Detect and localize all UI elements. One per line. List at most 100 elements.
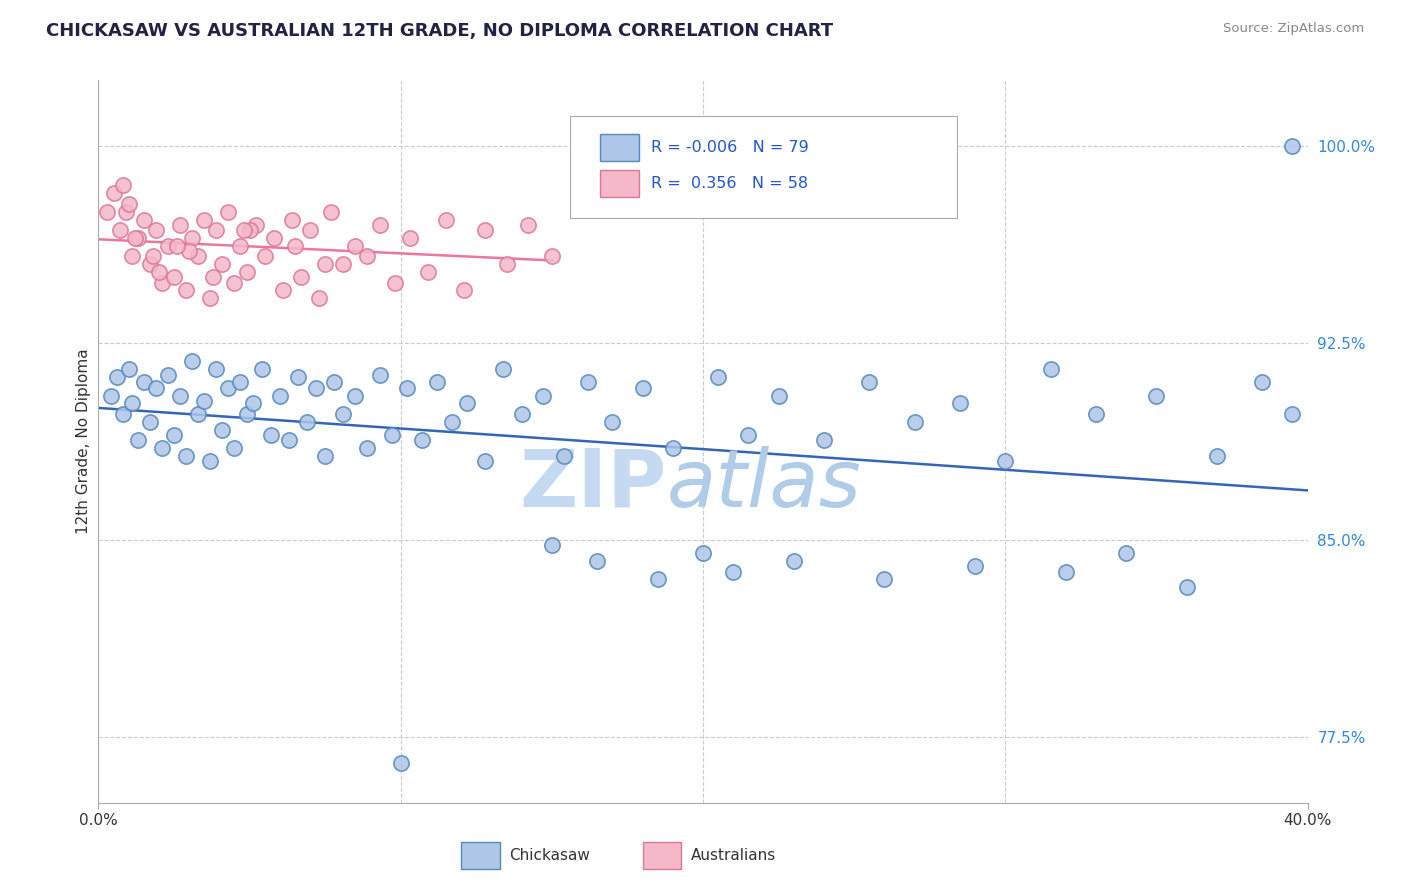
Point bbox=[1281, 407, 1303, 421]
Point bbox=[1146, 388, 1168, 402]
Point bbox=[1115, 546, 1137, 560]
Point bbox=[389, 756, 412, 771]
Point bbox=[344, 388, 367, 402]
Point bbox=[169, 388, 191, 402]
Point bbox=[344, 239, 367, 253]
Point bbox=[492, 362, 515, 376]
Point bbox=[1175, 580, 1198, 594]
Point bbox=[211, 257, 233, 271]
Point bbox=[193, 212, 215, 227]
Point bbox=[118, 196, 141, 211]
Point bbox=[163, 270, 186, 285]
Point bbox=[1281, 139, 1303, 153]
Point bbox=[181, 231, 204, 245]
Point bbox=[332, 257, 354, 271]
Point bbox=[148, 265, 170, 279]
Point bbox=[441, 415, 464, 429]
Point bbox=[426, 376, 449, 390]
Point bbox=[783, 554, 806, 568]
Point bbox=[118, 362, 141, 376]
Point bbox=[495, 257, 517, 271]
Point bbox=[187, 407, 209, 421]
Text: CHICKASAW VS AUSTRALIAN 12TH GRADE, NO DIPLOMA CORRELATION CHART: CHICKASAW VS AUSTRALIAN 12TH GRADE, NO D… bbox=[46, 22, 834, 40]
Point bbox=[586, 554, 609, 568]
Point bbox=[114, 204, 136, 219]
Point bbox=[602, 415, 624, 429]
Point bbox=[531, 388, 554, 402]
Point bbox=[124, 231, 146, 245]
Point bbox=[100, 388, 122, 402]
Point bbox=[540, 249, 562, 263]
Point bbox=[145, 223, 167, 237]
Point bbox=[174, 449, 197, 463]
Point bbox=[111, 407, 134, 421]
Point bbox=[768, 388, 790, 402]
FancyBboxPatch shape bbox=[643, 842, 682, 870]
Point bbox=[411, 434, 433, 448]
Point bbox=[384, 276, 406, 290]
Point bbox=[510, 407, 533, 421]
Point bbox=[229, 376, 252, 390]
Point bbox=[187, 249, 209, 263]
Text: atlas: atlas bbox=[666, 446, 862, 524]
Point bbox=[181, 354, 204, 368]
Point bbox=[994, 454, 1017, 468]
Point bbox=[193, 393, 215, 408]
Point bbox=[281, 212, 304, 227]
Point bbox=[245, 218, 267, 232]
Point bbox=[540, 538, 562, 552]
Point bbox=[156, 239, 179, 253]
Point bbox=[166, 239, 188, 253]
Point bbox=[132, 212, 155, 227]
Point bbox=[1251, 376, 1274, 390]
Point bbox=[250, 362, 273, 376]
Point bbox=[434, 212, 457, 227]
Point bbox=[873, 573, 896, 587]
FancyBboxPatch shape bbox=[600, 169, 638, 197]
Point bbox=[305, 381, 328, 395]
Point bbox=[232, 223, 254, 237]
Point bbox=[239, 223, 262, 237]
Point bbox=[295, 415, 318, 429]
Point bbox=[356, 441, 378, 455]
Point bbox=[453, 284, 475, 298]
Point bbox=[277, 434, 299, 448]
Point bbox=[321, 204, 343, 219]
Point bbox=[813, 434, 835, 448]
Point bbox=[121, 249, 143, 263]
Point bbox=[127, 434, 149, 448]
Point bbox=[707, 370, 730, 384]
Point bbox=[661, 441, 683, 455]
Point bbox=[368, 368, 391, 382]
Point bbox=[174, 284, 197, 298]
Point bbox=[308, 291, 330, 305]
Point bbox=[1085, 407, 1108, 421]
Point bbox=[150, 441, 173, 455]
Point bbox=[965, 559, 987, 574]
Point bbox=[229, 239, 252, 253]
Point bbox=[356, 249, 378, 263]
Point bbox=[723, 565, 745, 579]
Point bbox=[108, 223, 131, 237]
Point bbox=[235, 265, 257, 279]
Point bbox=[416, 265, 439, 279]
Point bbox=[323, 376, 346, 390]
Point bbox=[271, 284, 294, 298]
Point bbox=[263, 231, 285, 245]
Point bbox=[368, 218, 391, 232]
Point bbox=[242, 396, 264, 410]
FancyBboxPatch shape bbox=[569, 117, 957, 218]
Point bbox=[287, 370, 309, 384]
Point bbox=[127, 231, 149, 245]
Point bbox=[516, 218, 538, 232]
Point bbox=[260, 428, 283, 442]
Text: R =  0.356   N = 58: R = 0.356 N = 58 bbox=[651, 176, 808, 191]
Point bbox=[96, 204, 118, 219]
Point bbox=[332, 407, 354, 421]
Point bbox=[103, 186, 125, 201]
Point bbox=[142, 249, 165, 263]
Point bbox=[474, 223, 496, 237]
Point bbox=[631, 381, 654, 395]
Point bbox=[553, 449, 575, 463]
Point bbox=[145, 381, 167, 395]
